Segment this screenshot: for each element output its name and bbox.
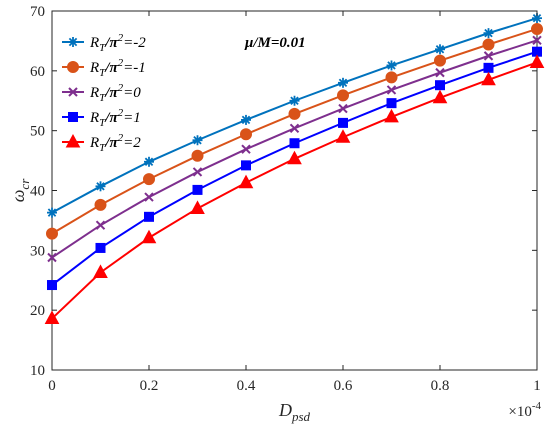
data-point	[95, 242, 106, 253]
data-point	[483, 51, 494, 61]
legend-entry: RT/π2=1	[62, 107, 141, 129]
x-tick-label: 0.8	[431, 378, 450, 394]
legend-entry: RT/π2=2	[62, 132, 141, 154]
x-tick-label: 0.4	[237, 378, 256, 394]
annotation-text: μ/M=0.01	[244, 35, 306, 51]
plot-area	[51, 10, 538, 371]
data-point	[47, 280, 57, 291]
series-4	[47, 46, 542, 291]
data-point	[65, 133, 81, 148]
data-point	[338, 103, 348, 114]
data-point	[143, 173, 155, 186]
series-3	[47, 35, 542, 263]
x-tick-label: 0.6	[334, 378, 353, 394]
data-point	[144, 211, 154, 222]
axes-layer: 0 0.2 0.4 0.6 0.8 1 10 20 30 40 50 60 70 Dpsd ωcr ×10-4	[8, 4, 541, 424]
data-point	[67, 61, 79, 73]
data-point	[191, 149, 204, 162]
x-tick-label: 0.2	[140, 378, 159, 394]
data-point	[144, 192, 154, 202]
data-point	[337, 89, 349, 102]
data-point	[386, 60, 397, 71]
data-point	[47, 207, 57, 218]
data-point	[482, 38, 495, 51]
legend-label: RT/π2=-2	[89, 32, 146, 54]
data-point	[288, 107, 301, 120]
data-point	[335, 129, 351, 143]
x-tick-label: 0	[48, 378, 56, 394]
data-point	[385, 71, 398, 84]
data-point	[289, 138, 300, 149]
legend: RT/π2=-2 RT/π2=-1 RT/π2=0 RT/π2=1 RT/π2=2 μ/M…	[62, 32, 306, 154]
legend-entry: RT/π2=0	[62, 82, 141, 104]
data-point	[529, 54, 545, 68]
legend-label: RT/π2=0	[89, 82, 141, 104]
legend-entry: RT/π2=-2	[62, 32, 146, 54]
data-point	[141, 229, 157, 244]
data-point	[95, 220, 106, 230]
data-point	[192, 167, 203, 177]
data-point	[483, 28, 494, 39]
data-point	[44, 310, 60, 325]
x-axis-title: Dpsd	[278, 400, 311, 424]
data-point	[68, 37, 78, 47]
data-point	[384, 108, 399, 123]
data-point	[241, 160, 251, 171]
series-layer	[44, 13, 545, 325]
data-point	[46, 227, 58, 240]
data-point	[192, 184, 203, 195]
data-point	[435, 67, 445, 78]
data-point	[338, 117, 348, 128]
y-tick-label: 30	[30, 243, 45, 259]
data-point	[287, 150, 302, 165]
data-point	[386, 85, 397, 95]
data-point	[289, 123, 300, 133]
data-point	[240, 128, 252, 141]
x-multiplier: ×10-4	[508, 400, 541, 420]
data-point	[95, 181, 106, 192]
x-tick-label: 1	[533, 378, 541, 394]
data-point	[432, 89, 448, 104]
data-point	[144, 156, 154, 167]
series-1	[47, 13, 542, 218]
data-point	[481, 71, 496, 86]
data-point	[241, 114, 251, 125]
legend-entry: RT/π2=-1	[62, 57, 146, 79]
data-point	[238, 174, 254, 189]
data-point	[47, 252, 57, 263]
data-point	[93, 264, 108, 278]
legend-label: RT/π2=-1	[89, 57, 146, 79]
data-point	[190, 200, 205, 214]
data-point	[435, 44, 445, 55]
data-point	[483, 62, 494, 73]
data-point	[68, 112, 78, 122]
data-point	[289, 95, 300, 106]
data-point	[94, 198, 107, 211]
data-point	[68, 87, 78, 97]
y-tick-label: 60	[30, 64, 45, 80]
plot-frame	[51, 10, 538, 371]
y-axis-title: ωcr	[8, 178, 32, 202]
legend-label: RT/π2=1	[89, 107, 141, 129]
data-point	[386, 98, 397, 109]
legend-label: RT/π2=2	[89, 132, 141, 154]
y-tick-label: 20	[30, 303, 45, 319]
y-tick-label: 70	[30, 4, 45, 20]
data-point	[434, 54, 446, 67]
y-tick-label: 50	[30, 124, 45, 140]
y-tick-label: 10	[30, 363, 45, 379]
data-point	[241, 144, 251, 154]
data-point	[338, 77, 348, 88]
series-5	[44, 54, 545, 325]
y-tick-label: 40	[30, 184, 45, 200]
series-2	[46, 22, 543, 240]
data-point	[435, 80, 445, 91]
data-point	[192, 135, 203, 146]
data-point	[532, 35, 542, 46]
data-point	[531, 22, 543, 35]
